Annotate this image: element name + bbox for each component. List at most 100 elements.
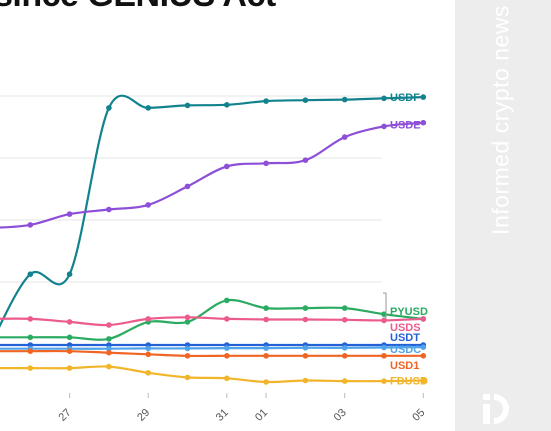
data-point-usds-2	[66, 319, 73, 325]
series-line-usde	[0, 121, 425, 229]
data-point-usd1-1	[27, 348, 34, 355]
data-point-usds-7	[263, 316, 269, 323]
data-point-fdusd-3	[106, 363, 112, 370]
watermark-panel: Informed crypto news	[455, 0, 551, 431]
data-point-usds-10	[381, 317, 387, 324]
x-tick-label-1: 29	[135, 407, 152, 424]
data-point-fdusd-8	[302, 377, 309, 384]
data-point-usdf-1	[27, 271, 34, 278]
data-point-usds-8	[302, 316, 309, 323]
data-point-usd1-7	[263, 353, 269, 359]
data-point-usdf-10	[381, 95, 387, 102]
data-point-pyusd-5	[184, 319, 191, 325]
data-point-usdf-2	[66, 271, 73, 278]
data-point-usdf-7	[263, 98, 269, 104]
data-point-usdf-5	[184, 102, 191, 109]
data-point-pyusd-2	[66, 334, 73, 341]
data-point-pyusd-8	[302, 305, 309, 311]
data-point-fdusd-9	[341, 378, 348, 384]
series-line-usd1	[0, 349, 425, 358]
data-point-pyusd-1	[27, 334, 34, 341]
brand-logo-icon	[483, 394, 509, 424]
data-point-usds-5	[184, 314, 191, 321]
data-point-usd1-8	[302, 353, 309, 359]
data-point-usd1-3	[106, 349, 112, 356]
data-point-usde-7	[263, 160, 269, 167]
data-point-usdc-5	[184, 345, 191, 352]
data-point-usd1-9	[341, 353, 348, 359]
data-point-usdc-7	[263, 345, 269, 351]
data-point-usds-1	[27, 316, 34, 322]
series-line-pyusd	[0, 298, 425, 341]
data-point-usdf-3	[106, 105, 112, 111]
data-point-usde-6	[224, 163, 230, 170]
data-point-usde-9	[341, 134, 348, 140]
data-point-usd1-10	[381, 353, 387, 359]
data-point-usd1-2	[66, 348, 73, 355]
x-tick-label-4: 03	[332, 407, 349, 424]
data-point-usdc-11	[420, 344, 427, 351]
data-point-fdusd-1	[27, 365, 34, 371]
data-point-fdusd-11	[420, 377, 427, 384]
series-label-usd1: USD1	[390, 360, 419, 372]
data-point-fdusd-4	[145, 370, 151, 376]
series-label-pyusd: PYUSD	[390, 306, 428, 318]
series-label-fdusd: FDUSD	[390, 376, 428, 388]
series-label-usds: USDS	[390, 322, 421, 334]
data-point-usds-6	[224, 316, 230, 322]
data-point-pyusd-6	[224, 297, 230, 304]
x-axis-ticks: 27 29 31 01 03 05	[57, 393, 427, 424]
data-point-fdusd-10	[381, 378, 387, 384]
data-point-usds-4	[145, 316, 151, 322]
data-point-usdc-10	[381, 344, 387, 351]
series-label-usdf: USDF	[390, 92, 420, 104]
data-point-usd1-11	[420, 353, 427, 359]
watermark-text: Informed crypto news	[487, 5, 514, 235]
series-label-usde: USDE	[390, 120, 421, 132]
data-point-pyusd-10	[381, 311, 387, 318]
data-point-usdf-4	[145, 105, 151, 111]
data-point-usdc-8	[302, 345, 309, 351]
page-title: since GENIUS Act	[0, 0, 276, 15]
data-point-usde-2	[66, 211, 73, 217]
data-point-usds-11	[420, 316, 427, 322]
data-point-usdc-4	[145, 345, 151, 352]
data-point-usde-3	[106, 206, 112, 213]
label-bracket	[383, 292, 387, 319]
data-point-usdf-6	[224, 102, 230, 108]
x-tick-label-2: 31	[214, 407, 231, 424]
gridlines	[0, 95, 382, 283]
series-label-usdt: USDT	[390, 332, 420, 344]
series-label-usdc: USDC	[390, 344, 421, 356]
data-point-fdusd-5	[184, 374, 191, 381]
data-point-usdf-9	[341, 96, 348, 103]
data-point-fdusd-7	[263, 379, 269, 385]
data-point-usde-5	[184, 183, 191, 190]
series-line-fdusd	[0, 365, 425, 384]
data-point-pyusd-3	[106, 336, 112, 342]
data-point-usd1-4	[145, 351, 151, 358]
x-tick-label-0: 27	[57, 407, 74, 424]
data-point-usds-3	[106, 322, 112, 328]
data-point-usde-11	[420, 119, 427, 126]
series-line-usds	[0, 316, 425, 327]
data-point-usde-10	[381, 123, 387, 130]
data-points	[27, 94, 427, 385]
data-point-fdusd-6	[224, 375, 230, 382]
data-point-usde-1	[27, 222, 34, 228]
data-point-usdc-9	[341, 345, 348, 351]
data-point-pyusd-7	[263, 305, 269, 311]
data-point-usdf-8	[302, 97, 309, 103]
data-point-usd1-6	[224, 353, 230, 359]
data-point-usd1-5	[184, 353, 191, 359]
x-tick-label-3: 01	[253, 407, 270, 424]
data-point-fdusd-2	[66, 365, 73, 371]
data-point-usdc-6	[224, 345, 230, 351]
data-point-usdf-11	[420, 94, 427, 100]
data-point-usdc-3	[106, 345, 112, 352]
data-point-pyusd-9	[341, 305, 348, 311]
x-tick-label-5: 05	[410, 407, 427, 424]
series-line-usdc	[0, 346, 425, 350]
